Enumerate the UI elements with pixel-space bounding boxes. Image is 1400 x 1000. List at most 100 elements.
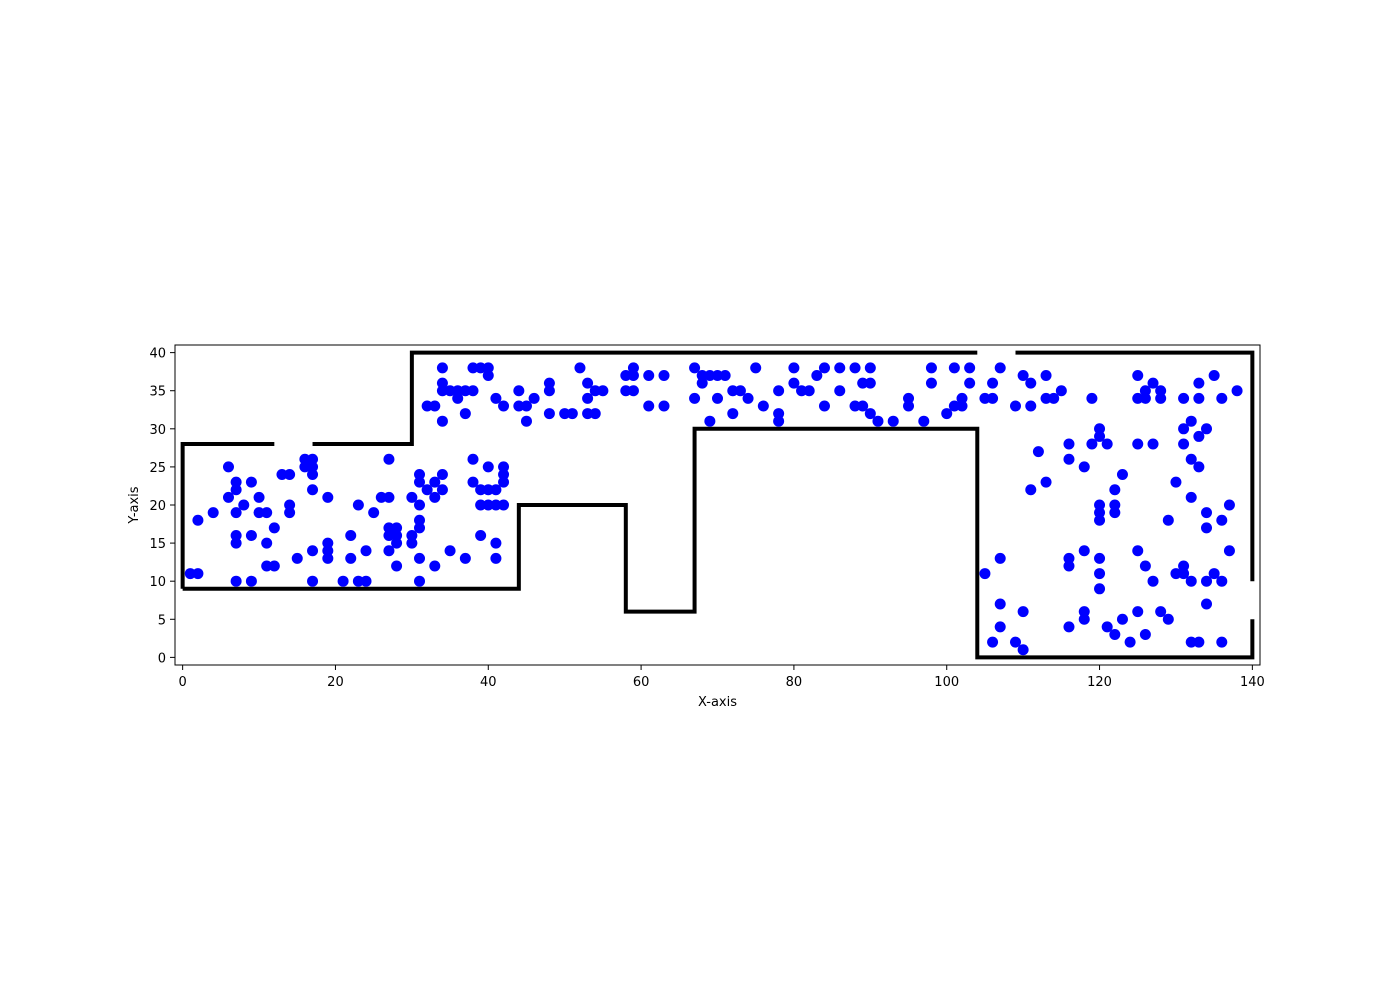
data-point — [627, 369, 639, 381]
data-point — [1231, 385, 1243, 397]
data-point — [849, 362, 861, 374]
data-point — [1216, 636, 1228, 648]
data-point — [383, 522, 395, 534]
data-point — [436, 484, 448, 496]
data-point — [1063, 621, 1075, 633]
data-point — [1017, 644, 1029, 656]
data-point — [459, 552, 471, 564]
data-point — [941, 408, 953, 420]
data-point — [467, 362, 479, 374]
data-point — [498, 476, 510, 488]
data-point — [1040, 369, 1052, 381]
data-point — [1201, 575, 1213, 587]
data-point — [436, 362, 448, 374]
data-point — [284, 507, 296, 519]
data-point — [811, 369, 823, 381]
data-point — [1017, 606, 1029, 618]
data-point — [414, 499, 426, 511]
data-point — [1132, 438, 1144, 450]
data-point — [391, 529, 403, 541]
data-point — [268, 522, 280, 534]
data-point — [597, 385, 609, 397]
data-point — [467, 453, 479, 465]
data-point — [299, 461, 311, 473]
data-point — [803, 385, 815, 397]
data-point — [1078, 613, 1090, 625]
data-point — [1132, 392, 1144, 404]
data-point — [582, 408, 594, 420]
data-point — [391, 560, 403, 572]
data-point — [818, 400, 830, 412]
data-point — [498, 400, 510, 412]
data-point — [1193, 392, 1205, 404]
data-point — [520, 400, 532, 412]
x-tick-label: 140 — [1240, 675, 1265, 690]
data-point — [1178, 392, 1190, 404]
y-tick-label: 15 — [149, 537, 166, 552]
data-point — [459, 408, 471, 420]
data-point — [1063, 560, 1075, 572]
data-point — [956, 392, 968, 404]
data-point — [1109, 499, 1121, 511]
data-point — [834, 362, 846, 374]
data-point — [307, 484, 319, 496]
data-point — [222, 461, 234, 473]
data-point — [757, 400, 769, 412]
data-point — [1086, 438, 1098, 450]
data-point — [1086, 392, 1098, 404]
data-point — [498, 469, 510, 481]
data-point — [322, 491, 334, 503]
data-point — [475, 529, 487, 541]
data-point — [1147, 377, 1159, 389]
data-point — [727, 385, 739, 397]
data-point — [1063, 552, 1075, 564]
data-point — [513, 385, 525, 397]
data-point — [1139, 385, 1151, 397]
data-point — [230, 575, 242, 587]
data-point — [230, 476, 242, 488]
data-point — [857, 400, 869, 412]
data-point — [834, 385, 846, 397]
data-point — [414, 575, 426, 587]
data-point — [1063, 453, 1075, 465]
data-point — [352, 499, 364, 511]
data-point — [872, 415, 884, 427]
data-point — [467, 385, 479, 397]
data-point — [414, 514, 426, 526]
wall-segment-4 — [182, 426, 1255, 660]
data-point — [1170, 476, 1182, 488]
data-point — [322, 545, 334, 557]
y-tick-label: 30 — [149, 423, 166, 438]
data-point — [1201, 423, 1213, 435]
data-point — [459, 385, 471, 397]
data-point — [1208, 568, 1220, 580]
data-point — [1109, 629, 1121, 641]
data-point — [444, 385, 456, 397]
data-point — [1078, 461, 1090, 473]
data-point — [1147, 438, 1159, 450]
data-point — [1025, 484, 1037, 496]
data-point — [467, 476, 479, 488]
data-point — [864, 377, 876, 389]
x-tick-label: 40 — [480, 675, 497, 690]
data-point — [452, 385, 464, 397]
data-point — [1101, 621, 1113, 633]
data-point — [1178, 438, 1190, 450]
data-point — [1116, 613, 1128, 625]
data-point — [979, 568, 991, 580]
data-point — [1201, 507, 1213, 519]
data-point — [1185, 491, 1197, 503]
data-point — [1178, 568, 1190, 580]
data-point — [391, 522, 403, 534]
data-point — [1216, 575, 1228, 587]
data-point — [284, 469, 296, 481]
data-point — [1094, 552, 1106, 564]
data-point — [1078, 606, 1090, 618]
data-point — [230, 484, 242, 496]
data-point — [1178, 560, 1190, 572]
x-tick-label: 100 — [934, 675, 959, 690]
data-point — [513, 400, 525, 412]
data-point — [1201, 522, 1213, 534]
data-point — [253, 507, 265, 519]
